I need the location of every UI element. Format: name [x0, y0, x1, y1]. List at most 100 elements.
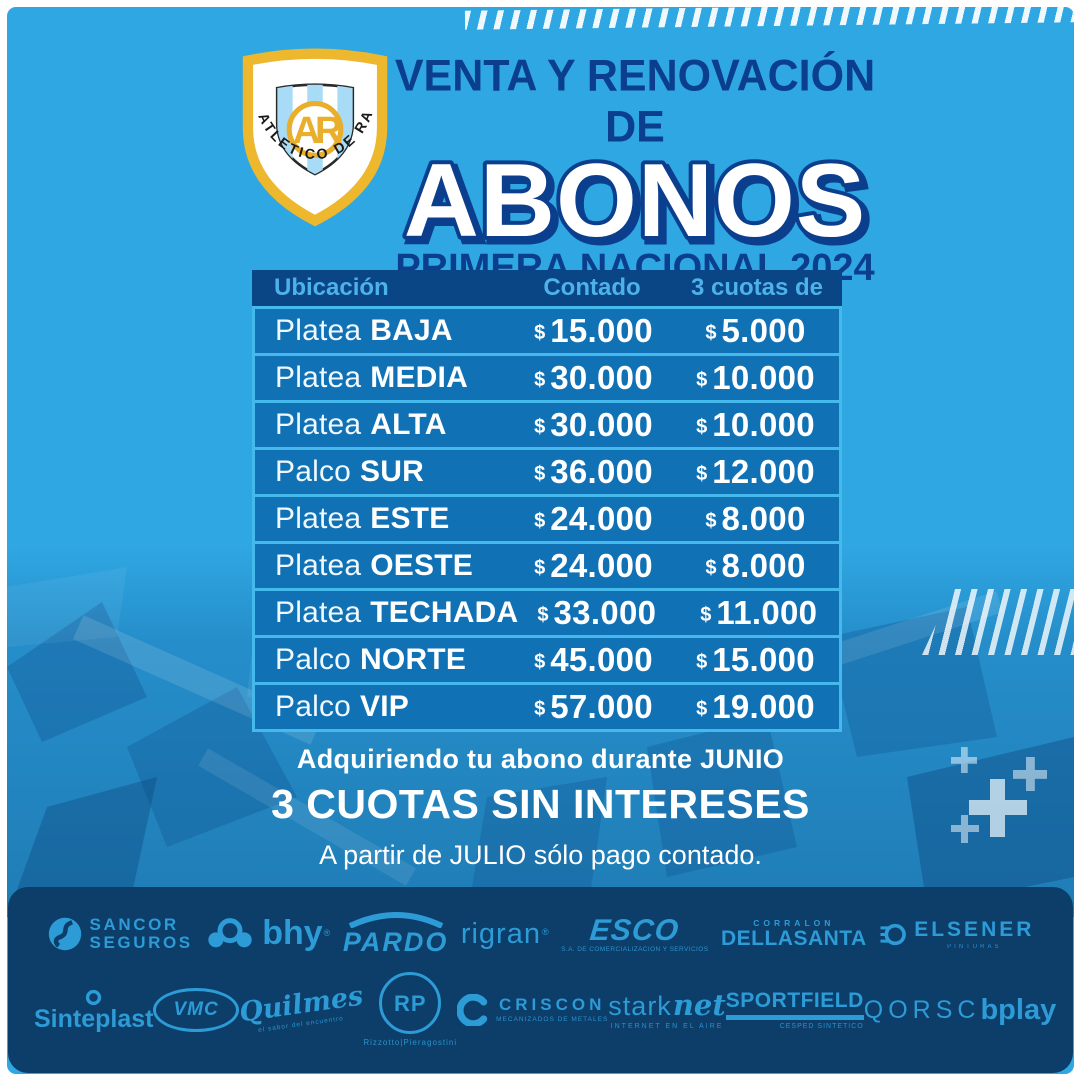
rp-circle-icon: RP: [379, 972, 442, 1035]
table-row: Platea ALTA $30.000 $10.000: [255, 400, 839, 447]
sponsor-subtext: Rizzotto|Pieragostini: [363, 1038, 458, 1048]
seat-location: Platea ESTE: [255, 502, 515, 536]
currency-sign: $: [700, 604, 712, 626]
currency-sign: $: [696, 463, 708, 485]
sponsor-content: VMC: [153, 988, 239, 1033]
price-value: 57.000: [550, 688, 653, 725]
ring-icon: [85, 989, 102, 1006]
seat-sector: Palco: [275, 455, 352, 488]
sponsor-name-text: VMC: [153, 988, 239, 1033]
sponsor-content: stark net INTERNET EN EL AIRE: [608, 987, 726, 1031]
sponsor-name-text2: net: [672, 987, 726, 1022]
club-crest: AR ATLETICO DE RAFAELA: [229, 43, 388, 227]
currency-sign: $: [534, 463, 546, 485]
sponsor-panel: SANCOR SEGUROS bhy ® PARDO rigran ® ESCO S.A. DE…: [8, 887, 1073, 1073]
column-ubicacion: Ubicación: [274, 274, 389, 301]
seat-location: Platea TECHADA: [255, 596, 518, 630]
sancor-circle-icon: [47, 916, 83, 952]
installment-price: $10.000: [672, 359, 839, 397]
sponsor-name: RP: [393, 990, 427, 1016]
price-table-header: Ubicación Contado 3 cuotas de: [252, 270, 842, 306]
currency-sign: $: [537, 604, 549, 626]
sponsor-name-text: DELLASANTA: [720, 926, 867, 950]
seat-location: Platea ALTA: [255, 408, 515, 442]
sponsor-name-text: Sinteplast: [34, 1004, 154, 1033]
sponsor-name: CRISCON: [499, 996, 605, 1014]
table-row: Platea OESTE $24.000 $8.000: [255, 541, 839, 588]
price-value: 19.000: [712, 688, 815, 725]
sponsor-name: Quilmes: [237, 981, 365, 1029]
top-stripes-decoration: [464, 7, 1074, 30]
seat-name: NORTE: [360, 643, 467, 676]
c-icon: [457, 994, 489, 1027]
currency-sign: $: [696, 651, 708, 673]
price-value: 30.000: [550, 359, 653, 396]
registered-mark: ®: [323, 928, 331, 939]
table-row: Platea MEDIA $30.000 $10.000: [255, 353, 839, 400]
price-value: 45.000: [550, 641, 653, 678]
seat-location: Palco NORTE: [255, 643, 515, 677]
sponsor-content: bplay: [980, 994, 1056, 1025]
sponsor-content: bhy ®: [262, 916, 330, 952]
installment-price: $8.000: [672, 547, 839, 585]
title-main: ABONOS ABONOS: [400, 139, 874, 261]
title-main-text: ABONOS: [404, 143, 866, 259]
currency-sign: $: [696, 698, 708, 720]
sponsor-subtext: INTERNET EN EL AIRE: [610, 1023, 724, 1031]
sponsor-name-line: SANCOR: [89, 915, 179, 935]
sponsor-rp: RP Rizzotto|Pieragostini: [363, 972, 457, 1047]
table-row: Platea BAJA $15.000 $5.000: [255, 306, 839, 353]
sponsor-bplay: bplay: [980, 994, 1056, 1025]
seat-name: MEDIA: [370, 361, 468, 394]
table-row: Platea ESTE $24.000 $8.000: [255, 494, 839, 541]
price-value: 5.000: [721, 312, 806, 349]
installment-price: $8.000: [672, 500, 839, 538]
cash-price: $24.000: [515, 547, 672, 585]
sponsor-content: ESCO S.A. DE COMERCIALIZACION Y SERVICIOS: [561, 913, 709, 954]
column-cuotas: 3 cuotas de: [690, 274, 824, 301]
sponsor-name-text: SPORTFIELD: [725, 990, 864, 1020]
sponsor-name: PARDO: [343, 928, 449, 957]
sponsor-starknet: stark net INTERNET EN EL AIRE: [608, 987, 726, 1031]
swirl-icon: [879, 921, 907, 948]
currency-sign: $: [534, 510, 546, 532]
installment-price: $19.000: [672, 688, 839, 726]
promo-line2: 3 CUOTAS SIN INTERESES: [271, 781, 810, 827]
sponsor-content: CORRALON DELLASANTA: [720, 917, 867, 950]
seat-name: ESTE: [370, 502, 450, 535]
sponsor-subtext: S.A. DE COMERCIALIZACION Y SERVICIOS: [561, 946, 709, 954]
cash-price: $45.000: [515, 641, 672, 679]
sponsor-name-text: rigran: [460, 918, 541, 951]
sponsor-name-text: ESCO: [588, 913, 682, 947]
table-row: Palco VIP $57.000 $19.000: [255, 682, 839, 729]
plus-decoration: [951, 815, 979, 843]
currency-sign: $: [534, 416, 546, 438]
seat-sector: Platea: [275, 549, 362, 582]
plus-decoration: [951, 747, 977, 773]
price-value: 15.000: [712, 641, 815, 678]
sponsor-subtext: PINTURAS: [947, 943, 1002, 950]
sponsor-subtext: MECANIZADOS DE METALES: [496, 1016, 609, 1024]
sponsor-content: SANCOR SEGUROS: [90, 916, 193, 952]
cash-price: $36.000: [515, 453, 672, 491]
installment-price: $12.000: [672, 453, 839, 491]
price-value: 30.000: [550, 406, 653, 443]
sponsor-content: Quilmes el sabor del encuentro: [237, 981, 365, 1035]
sponsor-sinteplast: Sinteplast: [34, 989, 153, 1032]
price-value: 10.000: [712, 406, 815, 443]
seat-sector: Platea: [275, 408, 362, 441]
cloud-icon: [205, 916, 255, 952]
price-value: 15.000: [550, 312, 653, 349]
sponsor-name: rigran ®: [460, 918, 549, 951]
seat-location: Platea MEDIA: [255, 361, 515, 395]
sponsor-overline: CORRALON: [753, 917, 835, 928]
price-value: 11.000: [716, 594, 818, 631]
sponsor-name: QORSC: [864, 997, 981, 1024]
seat-location: Platea OESTE: [255, 549, 515, 583]
sponsor-name: DELLASANTA: [720, 926, 867, 950]
sponsor-sancor-seguros: SANCOR SEGUROS: [47, 916, 193, 952]
currency-sign: $: [534, 557, 546, 579]
sponsor-content: ELSENER PINTURAS: [914, 918, 1034, 950]
currency-sign: $: [696, 416, 708, 438]
